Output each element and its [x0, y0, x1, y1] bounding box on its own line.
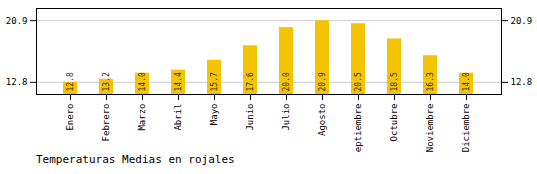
svg-text:12.8: 12.8	[66, 72, 75, 91]
svg-text:Mayo: Mayo	[209, 104, 219, 126]
html-text:Temperaturas Medias en rojales: Temperaturas Medias en rojales	[36, 153, 235, 166]
svg-text:16.3: 16.3	[426, 72, 435, 91]
svg-text:14.0: 14.0	[138, 72, 147, 91]
svg-text:18.5: 18.5	[390, 72, 399, 91]
svg-text:20.9: 20.9	[511, 16, 533, 26]
svg-text:Febrero: Febrero	[101, 104, 111, 142]
svg-text:Agosto: Agosto	[317, 104, 327, 137]
svg-text:Noviembre: Noviembre	[425, 104, 435, 153]
svg-text:12.8: 12.8	[6, 77, 28, 87]
svg-text:Diciembre: Diciembre	[461, 104, 471, 153]
svg-text:14.0: 14.0	[462, 72, 471, 91]
svg-text:Marzo: Marzo	[137, 104, 147, 131]
svg-text:17.6: 17.6	[246, 72, 255, 91]
svg-text:20.9: 20.9	[318, 72, 327, 91]
svg-text:12.8: 12.8	[511, 77, 533, 87]
svg-text:20.5: 20.5	[354, 72, 363, 91]
svg-text:14.4: 14.4	[174, 72, 183, 91]
svg-text:Octubre: Octubre	[389, 104, 399, 142]
svg-text:Septiembre: Septiembre	[353, 104, 363, 153]
svg-text:Junio: Junio	[245, 104, 255, 131]
svg-text:20.9: 20.9	[6, 16, 28, 26]
svg-text:Enero: Enero	[65, 104, 75, 131]
svg-text:13.2: 13.2	[102, 72, 111, 91]
svg-text:Abril: Abril	[173, 104, 183, 131]
svg-text:Julio: Julio	[281, 104, 291, 131]
svg-text:20.0: 20.0	[282, 72, 291, 91]
svg-text:15.7: 15.7	[210, 72, 219, 91]
